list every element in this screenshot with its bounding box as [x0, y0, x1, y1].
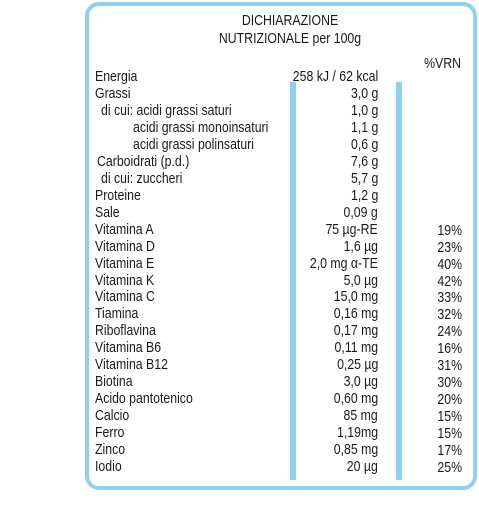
column-divider — [396, 82, 402, 480]
nutrient-vrn: 32% — [437, 306, 462, 324]
nutrient-vrn: 25% — [437, 459, 462, 477]
nutrient-amount: 1,1 g — [350, 118, 378, 136]
nutrient-name: Vitamina E — [95, 254, 155, 272]
nutrient-vrn: 16% — [437, 340, 462, 358]
nutrient-vrn: 30% — [437, 374, 462, 392]
nutrient-name: acidi grassi monoinsaturi — [133, 118, 269, 136]
nutrient-amount: 258 kJ / 62 kcal — [292, 68, 378, 85]
nutrient-vrn: 20% — [437, 391, 462, 409]
nutrient-amount: 5,7 g — [350, 169, 378, 187]
nutrient-amount: 0,85 mg — [333, 441, 378, 459]
nutrient-amount: 1,2 g — [350, 186, 378, 204]
label-frame — [85, 2, 477, 490]
nutrient-name: Calcio — [95, 407, 130, 425]
nutrient-amount: 0,60 mg — [333, 390, 378, 408]
nutrient-name: Vitamina B12 — [95, 356, 168, 374]
title: DICHIARAZIONE — [241, 12, 339, 29]
nutrient-vrn: 17% — [437, 442, 462, 460]
nutrient-name: Biotina — [95, 373, 133, 391]
nutrient-name: Riboflavina — [95, 322, 156, 340]
nutrient-vrn: 19% — [437, 221, 462, 239]
nutrient-name: Sale — [95, 203, 120, 221]
nutrient-name: di cui: acidi grassi saturi — [101, 101, 232, 119]
nutrient-name: Vitamina A — [95, 220, 154, 238]
nutrient-amount: 0,6 g — [350, 135, 378, 153]
nutrient-amount: 20 µg — [346, 458, 378, 476]
nutrient-name: di cui: zuccheri — [101, 169, 183, 187]
nutrient-name: Acido pantotenico — [95, 390, 193, 408]
subtitle: NUTRIZIONALE per 100g — [218, 30, 362, 47]
nutrient-amount: 0,17 mg — [333, 322, 378, 340]
nutrient-amount: 7,6 g — [350, 152, 378, 170]
nutrient-name: acidi grassi polinsaturi — [133, 135, 255, 153]
nutrient-name: Ferro — [95, 424, 125, 442]
nutrient-vrn: 40% — [437, 255, 462, 273]
nutrient-name: Proteine — [95, 186, 141, 204]
nutrient-vrn: 33% — [437, 289, 462, 307]
nutrient-name: Vitamina B6 — [95, 339, 162, 357]
nutrient-vrn: 23% — [437, 238, 462, 256]
nutrient-amount: 0,09 g — [343, 203, 378, 221]
nutrient-name: Grassi — [95, 84, 131, 102]
nutrient-amount: 1,19mg — [336, 424, 378, 442]
nutrient-amount: 75 µg-RE — [325, 220, 378, 238]
nutrient-amount: 1,0 g — [350, 101, 378, 119]
nutrient-vrn: 15% — [437, 425, 462, 443]
nutrient-amount: 5,0 µg — [343, 271, 378, 289]
nutrient-amount: 3,0 g — [350, 84, 378, 102]
nutrient-vrn: 15% — [437, 408, 462, 426]
nutrient-vrn: 31% — [437, 357, 462, 375]
nutrient-amount: 1,6 µg — [343, 237, 378, 255]
nutrient-vrn: 42% — [437, 272, 462, 290]
nutrient-amount: 0,25 µg — [336, 356, 378, 374]
nutrient-name: Iodio — [95, 458, 122, 476]
nutrient-amount: 3,0 µg — [343, 373, 378, 391]
nutrient-amount: 0,11 mg — [334, 339, 378, 357]
nutrient-amount: 2,0 mg α-TE — [310, 254, 378, 272]
nutrient-amount: 0,16 mg — [333, 305, 378, 323]
nutrient-name: Tiamina — [95, 305, 139, 323]
nutrient-name: Vitamina D — [95, 237, 155, 255]
nutrient-vrn: 24% — [437, 323, 462, 341]
vrn-header: %VRN — [424, 55, 461, 72]
nutrient-name: Carboidrati (p.d.) — [97, 152, 190, 170]
nutrient-amount: 15,0 mg — [333, 288, 378, 306]
nutrient-amount: 85 mg — [343, 407, 378, 425]
nutrient-name: Vitamina K — [95, 271, 155, 289]
nutrient-name: Vitamina C — [95, 288, 155, 306]
column-divider — [290, 82, 296, 480]
nutrient-name: Energia — [95, 68, 138, 85]
nutrient-name: Zinco — [95, 441, 126, 459]
